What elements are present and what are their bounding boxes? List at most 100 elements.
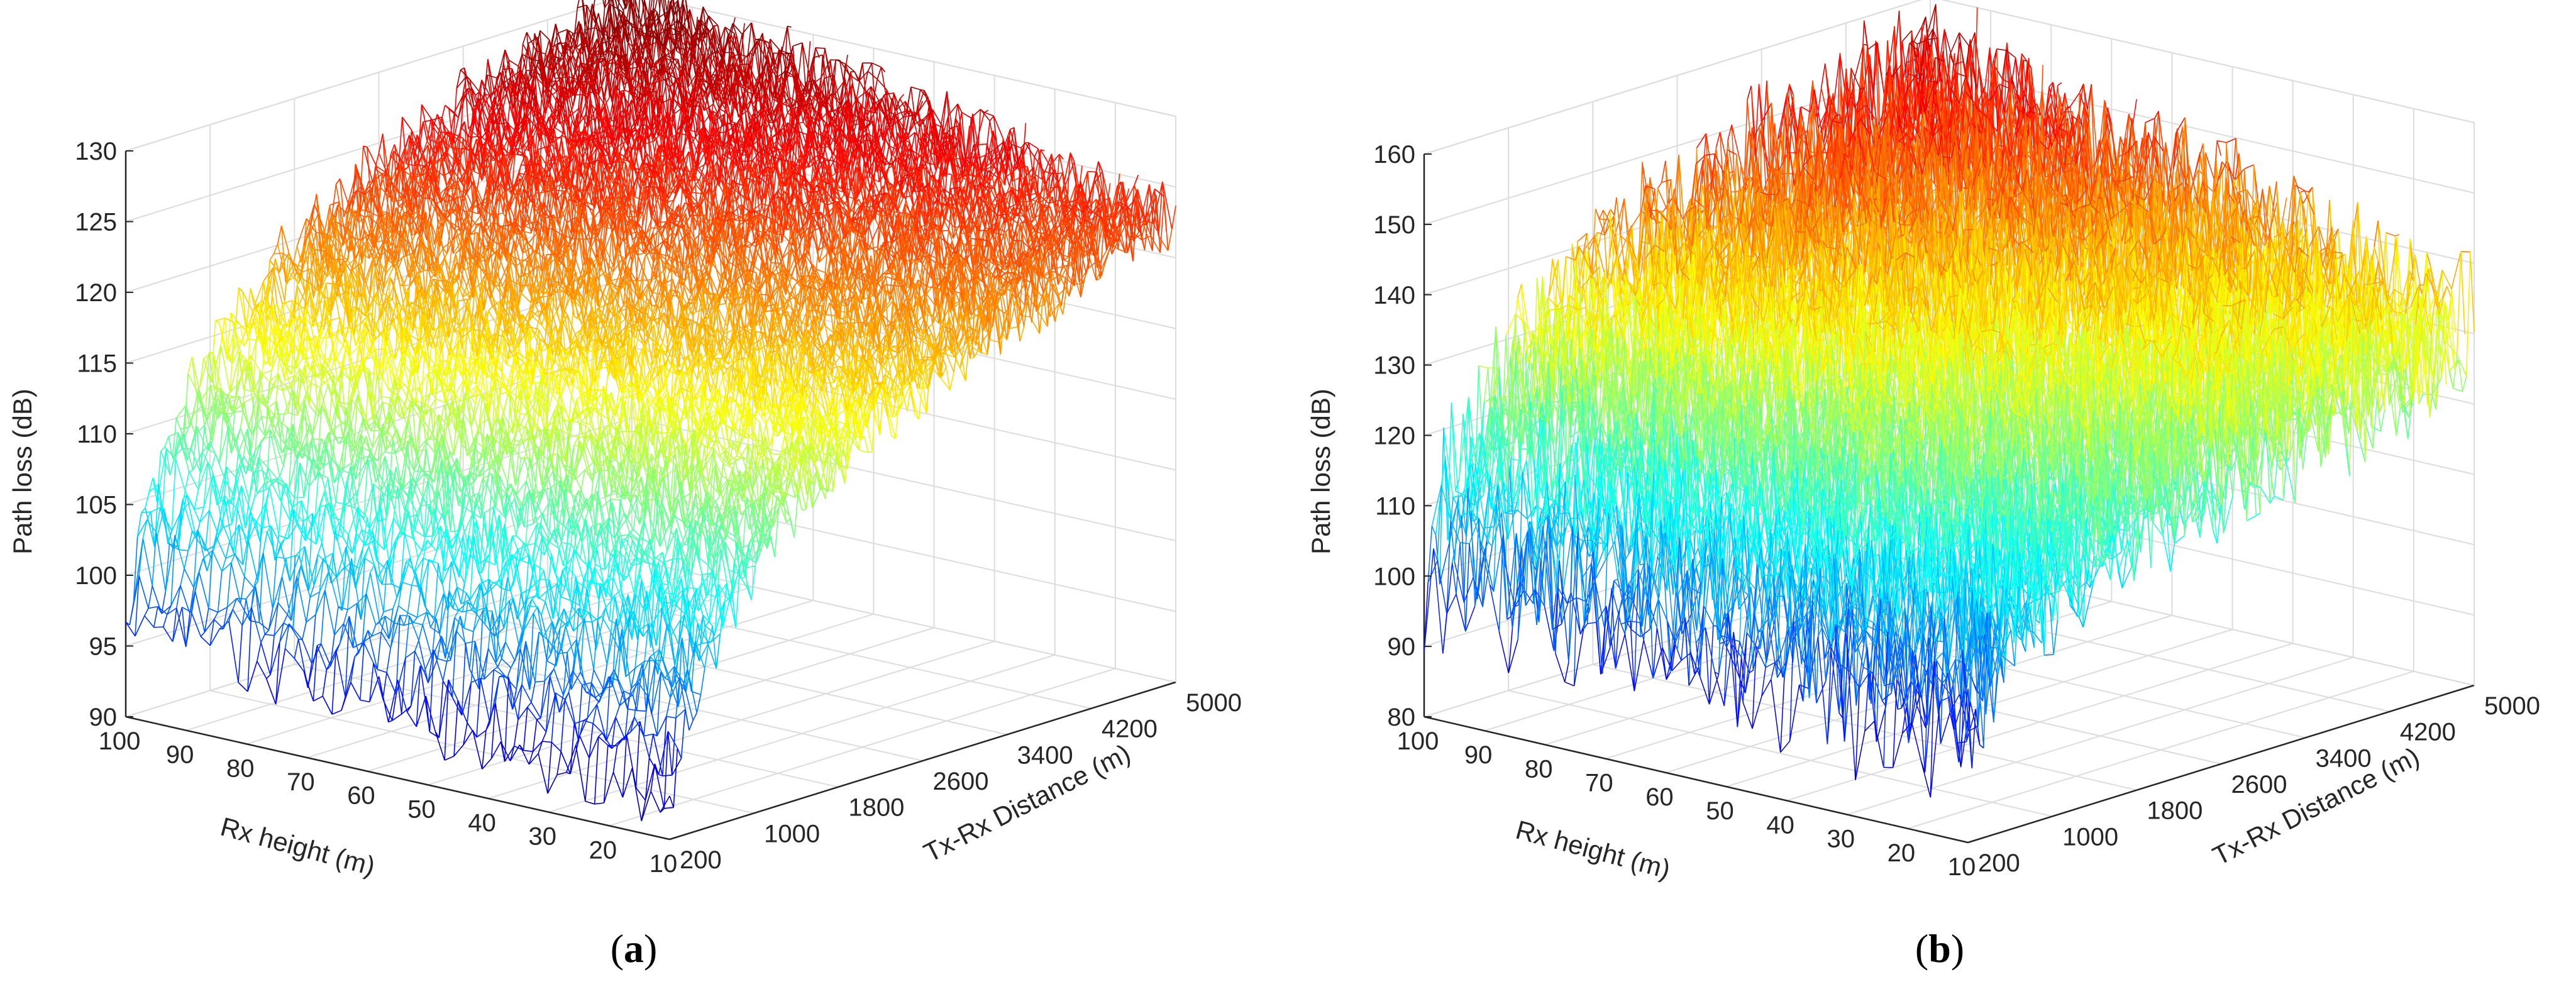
- surface-segment: [194, 490, 198, 509]
- surface-segment: [331, 424, 340, 431]
- surface-segment: [509, 60, 518, 67]
- surface-segment: [148, 607, 158, 609]
- surface-segment: [236, 428, 240, 443]
- surface-segment: [278, 244, 287, 284]
- surface-segment: [189, 472, 199, 490]
- surface-segment: [322, 505, 326, 543]
- surface-segment: [324, 359, 334, 360]
- surface-segment: [238, 682, 248, 691]
- surface-segment: [558, 30, 567, 33]
- surface-segment: [245, 577, 254, 587]
- surface-segment: [206, 511, 209, 551]
- surface-segment: [184, 569, 194, 588]
- surface-segment: [274, 253, 283, 254]
- surface-segment: [267, 678, 276, 704]
- surface-segment: [251, 497, 255, 512]
- surface-segment: [282, 558, 286, 577]
- surface-segment: [241, 577, 245, 604]
- surface-segment: [267, 675, 270, 678]
- surface-segment: [401, 285, 410, 286]
- surface-segment: [279, 536, 288, 539]
- surface-segment: [282, 301, 292, 304]
- surface-segment: [278, 603, 287, 615]
- surface-segment: [257, 643, 261, 661]
- surface-segment: [739, 64, 749, 65]
- surface-segment: [329, 375, 333, 424]
- surface-segment: [277, 557, 286, 558]
- surface-segment: [498, 226, 502, 227]
- surface-segment: [212, 454, 216, 469]
- surface-segment: [289, 624, 299, 639]
- surface-segment: [513, 148, 522, 149]
- surface-segment: [334, 472, 338, 483]
- surface-segment: [306, 597, 310, 622]
- surface-segment: [375, 349, 385, 350]
- surface-segment: [218, 607, 228, 612]
- surface-segment: [262, 370, 272, 373]
- surface-segment: [139, 576, 148, 609]
- surface-segment: [175, 459, 185, 491]
- surface-segment: [235, 554, 245, 577]
- surface-segment: [381, 397, 390, 398]
- surface-segment: [151, 507, 160, 512]
- surface-segment: [169, 433, 178, 436]
- surface-segment: [163, 614, 167, 627]
- surface-segment: [293, 246, 297, 264]
- surface-segment: [502, 225, 511, 226]
- surface-segment: [510, 154, 514, 155]
- surface-segment: [156, 533, 165, 592]
- surface-segment: [302, 622, 306, 640]
- surface-segment: [331, 318, 340, 320]
- surface-segment: [270, 429, 280, 477]
- surface-segment: [165, 436, 169, 447]
- surface-segment: [228, 563, 231, 607]
- surface-segment: [318, 543, 322, 555]
- surface-segment: [461, 68, 465, 70]
- surface-segment: [285, 649, 295, 659]
- surface-segment: [299, 304, 303, 317]
- surface-segment: [336, 179, 340, 184]
- surface-segment: [320, 492, 324, 507]
- surface-segment: [191, 612, 201, 637]
- surface-segment: [126, 622, 135, 636]
- surface-segment: [215, 318, 224, 321]
- surface-segment: [229, 621, 238, 682]
- surface-segment: [288, 413, 297, 416]
- surface-segment: [472, 139, 476, 152]
- surface-segment: [281, 345, 285, 381]
- surface-segment: [213, 551, 222, 572]
- surface-segment: [172, 459, 175, 531]
- surface-segment: [184, 551, 188, 569]
- surface-segment: [188, 357, 192, 374]
- surface-segment: [261, 643, 270, 675]
- surface-plot-a: 9095100105110115120125130102030405060708…: [8, 0, 1242, 971]
- surface-segment: [265, 630, 268, 634]
- surface-segment: [309, 406, 319, 417]
- surface-segment: [324, 478, 328, 492]
- surface-segment: [526, 120, 529, 121]
- surface-segment: [343, 341, 347, 365]
- surface-segment: [364, 363, 373, 421]
- surface-segment: [216, 537, 226, 558]
- surface-segment: [284, 428, 287, 466]
- surface-segment: [177, 418, 180, 429]
- surface-segment: [284, 615, 287, 623]
- surface-segment: [601, 0, 605, 8]
- surface-segment: [263, 553, 273, 609]
- surface-segment: [338, 481, 347, 541]
- surface-segment: [145, 616, 154, 627]
- surface-segment: [141, 512, 151, 513]
- surface-segment: [165, 544, 169, 592]
- surface-segment: [201, 632, 204, 636]
- surface-segment: [265, 634, 274, 636]
- surface-segment: [173, 608, 177, 642]
- surface-segment: [423, 122, 427, 141]
- surface-segment: [188, 531, 192, 551]
- surface-segment: [145, 609, 148, 616]
- surface-segment: [274, 420, 278, 437]
- surface-segment: [145, 492, 149, 508]
- surface-segment: [218, 572, 222, 612]
- surface-segment: [330, 202, 340, 205]
- surface-segment: [523, 32, 527, 44]
